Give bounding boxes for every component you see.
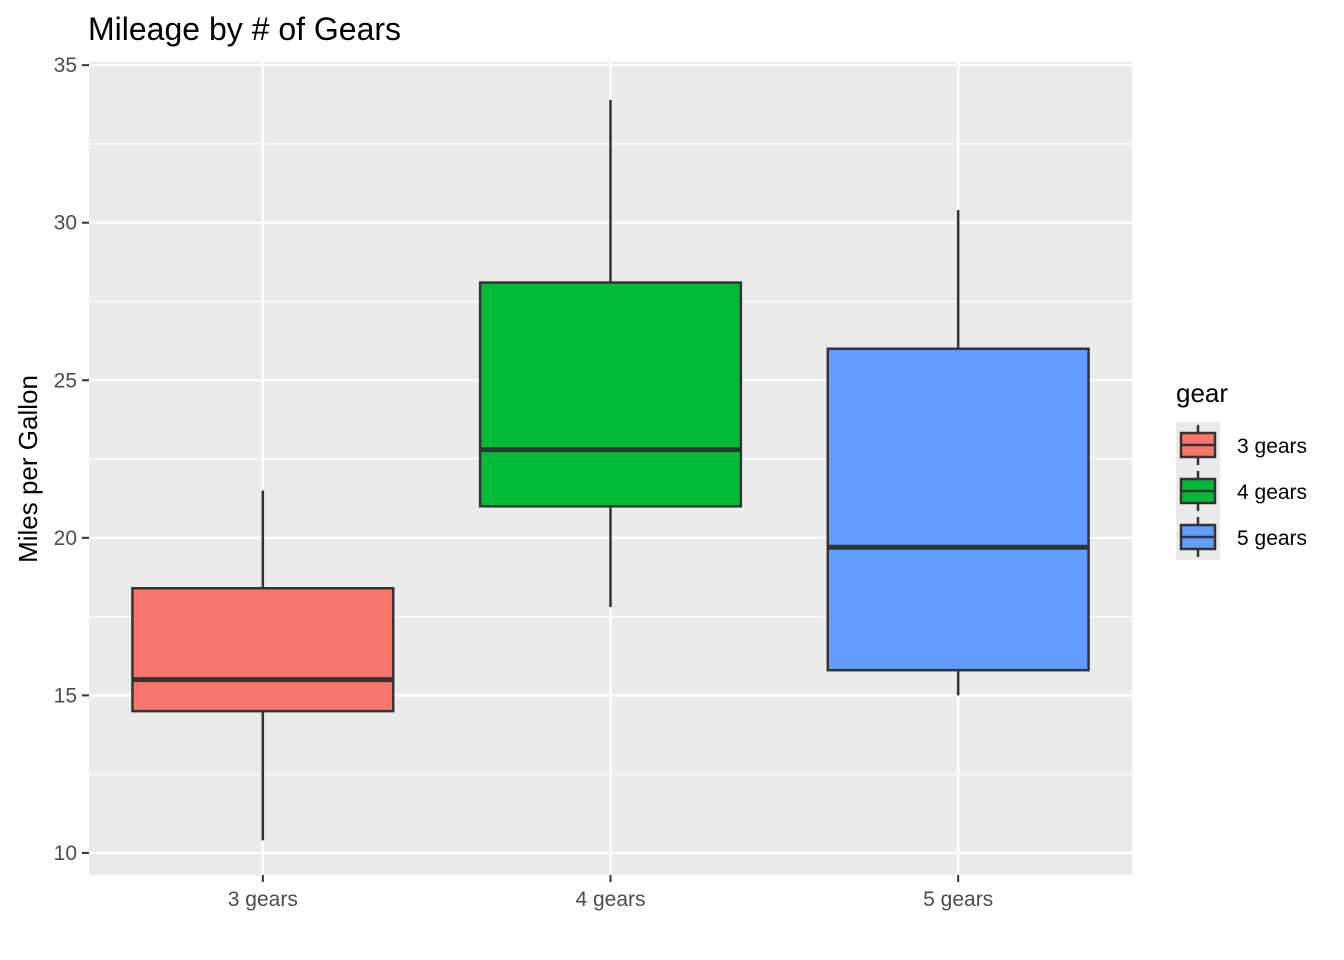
y-axis: 10 15 20 25 30 35 — [54, 54, 89, 865]
legend-title: gear — [1176, 378, 1228, 408]
x-tick-label: 5 gears — [923, 888, 993, 911]
box — [826, 347, 1090, 672]
boxplot-2 — [478, 99, 743, 608]
boxplot-3 — [826, 210, 1090, 696]
y-tick-label: 15 — [54, 684, 77, 707]
legend-item: 5 gears — [1179, 517, 1307, 557]
legend-label: 4 gears — [1237, 481, 1307, 504]
box — [131, 586, 395, 713]
legend-label: 3 gears — [1237, 435, 1307, 458]
legend-item: 4 gears — [1179, 471, 1307, 511]
y-tick-label: 25 — [54, 369, 77, 392]
legend: gear 3 gears 4 gears 5 gears — [1176, 378, 1307, 560]
y-tick-label: 35 — [54, 54, 77, 77]
boxplots — [131, 99, 1090, 841]
y-tick-label: 20 — [54, 527, 77, 550]
legend-item: 3 gears — [1179, 425, 1307, 465]
chart-title: Mileage by # of Gears — [88, 11, 401, 47]
y-axis-label: Miles per Gallon — [13, 375, 43, 563]
boxplot-1 — [131, 490, 395, 841]
box — [478, 281, 743, 508]
legend-label: 5 gears — [1237, 527, 1307, 550]
x-tick-label: 4 gears — [575, 888, 645, 911]
y-tick-label: 10 — [54, 842, 77, 865]
y-tick-label: 30 — [54, 212, 77, 235]
x-axis: 3 gears 4 gears 5 gears — [228, 875, 993, 911]
x-tick-label: 3 gears — [228, 888, 298, 911]
